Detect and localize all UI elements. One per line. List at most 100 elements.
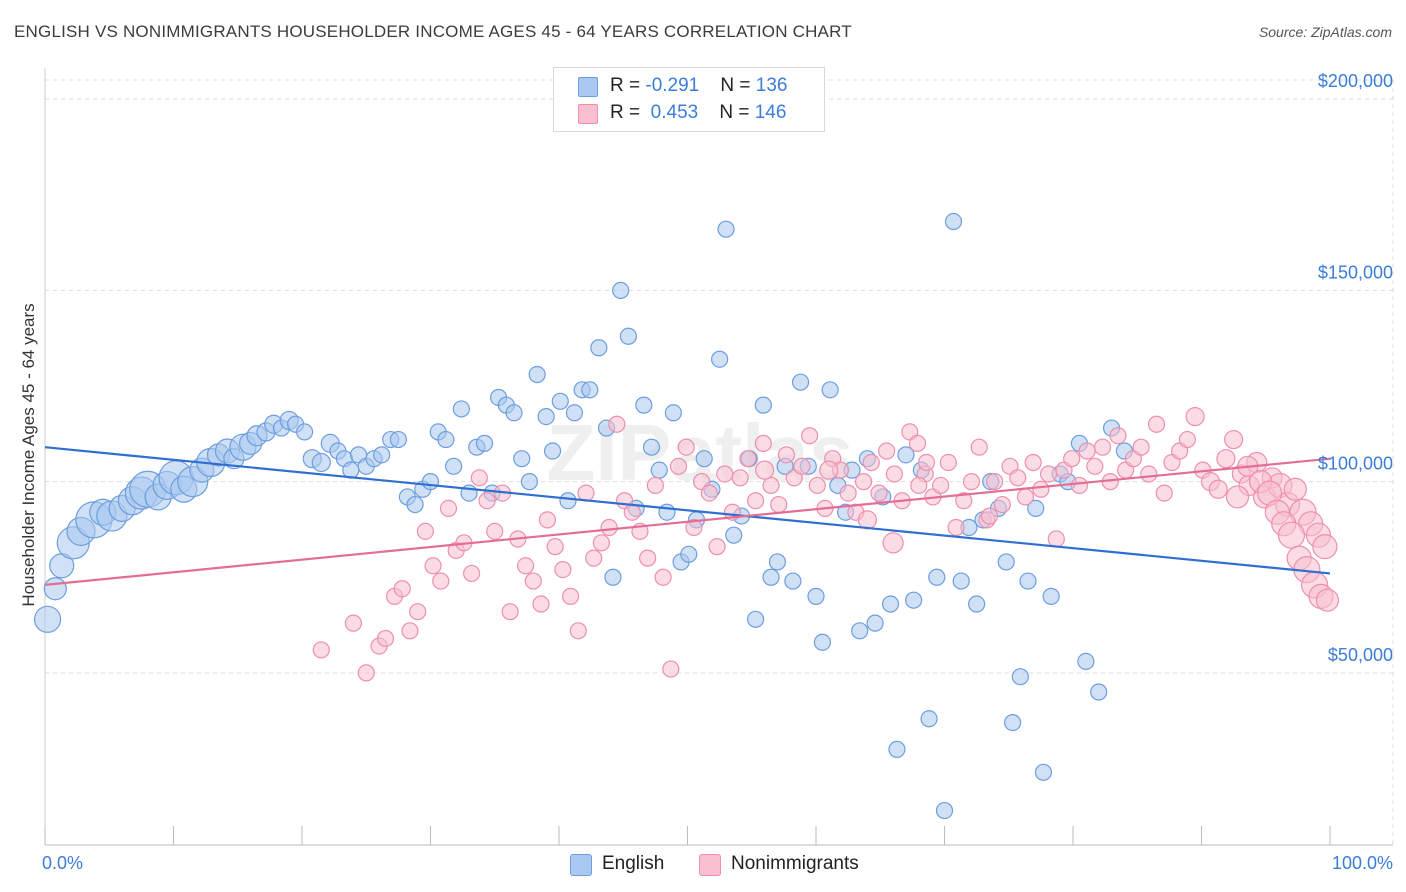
data-point — [513, 450, 531, 468]
n-value-english: 136 — [755, 75, 788, 96]
data-point — [1024, 453, 1042, 472]
data-point — [870, 484, 888, 502]
data-point — [475, 434, 494, 452]
data-point — [581, 381, 599, 399]
y-tick-label: $150,000 — [1318, 262, 1393, 282]
data-point — [604, 568, 622, 586]
data-point — [565, 404, 584, 422]
data-point — [650, 461, 668, 479]
data-point — [452, 400, 470, 418]
data-point — [1077, 652, 1095, 671]
data-point — [910, 476, 928, 495]
data-point — [754, 434, 772, 452]
data-point — [470, 469, 488, 487]
data-point — [1034, 763, 1053, 781]
data-point — [520, 473, 539, 491]
data-point — [1109, 427, 1127, 445]
data-point — [1004, 713, 1022, 732]
data-point — [1019, 572, 1037, 590]
data-point — [813, 633, 832, 651]
data-point — [654, 568, 672, 586]
r-label: R = — [610, 102, 646, 123]
data-point — [685, 518, 703, 537]
data-point — [554, 560, 572, 579]
data-point — [389, 430, 407, 449]
data-point — [669, 457, 688, 475]
data-point — [854, 473, 873, 491]
data-point — [445, 457, 463, 475]
data-point — [608, 415, 626, 433]
data-point — [1132, 438, 1150, 456]
data-point — [1277, 521, 1306, 549]
data-point — [421, 473, 440, 491]
legend-label-english: English — [602, 853, 665, 874]
data-point — [551, 392, 569, 410]
data-point — [897, 446, 915, 464]
data-point — [1147, 415, 1166, 433]
data-point — [935, 801, 954, 820]
data-point — [1315, 588, 1340, 612]
english-swatch — [570, 854, 592, 876]
trendlines — [44, 446, 1331, 586]
data-point — [807, 587, 825, 605]
data-point — [866, 614, 884, 632]
data-point — [537, 408, 555, 426]
data-point — [662, 660, 680, 678]
data-point — [770, 495, 788, 514]
data-point — [416, 522, 434, 540]
y-tick-label: $100,000 — [1318, 454, 1393, 474]
data-point — [762, 568, 780, 586]
data-point — [478, 492, 496, 510]
data-point — [1225, 485, 1250, 509]
data-point — [1078, 442, 1096, 460]
data-point — [1283, 477, 1307, 501]
data-point — [747, 610, 765, 628]
data-point — [543, 442, 562, 460]
data-point — [997, 553, 1015, 571]
data-point — [932, 476, 950, 495]
data-point — [968, 595, 986, 613]
data-point — [1185, 407, 1205, 427]
data-point — [1039, 465, 1058, 483]
n-label: N = — [720, 75, 756, 96]
data-point — [947, 518, 965, 537]
english-swatch — [578, 77, 598, 97]
data-point — [986, 473, 1004, 491]
data-point — [1208, 479, 1228, 499]
data-point — [357, 664, 375, 682]
data-point — [373, 446, 391, 464]
data-point — [590, 339, 608, 357]
data-point — [700, 484, 718, 502]
data-point — [821, 381, 839, 399]
data-point — [1224, 429, 1244, 450]
data-point — [980, 507, 999, 525]
data-point — [312, 641, 330, 659]
data-point — [928, 568, 946, 586]
data-point — [516, 557, 535, 575]
data-point — [424, 557, 442, 575]
source-label: Source: ZipAtlas.com — [1258, 24, 1392, 40]
nonimmigrants-swatch — [699, 854, 721, 876]
data-point — [524, 572, 542, 590]
y-axis-label: Householder Income Ages 45 - 64 years — [19, 303, 38, 606]
data-point — [939, 453, 957, 472]
n-label: N = — [719, 102, 755, 123]
data-point — [376, 629, 395, 648]
data-point — [791, 373, 810, 391]
data-point — [944, 212, 963, 231]
data-point — [1178, 430, 1196, 449]
data-point — [680, 545, 698, 563]
data-point — [1016, 488, 1035, 506]
x-tick-label: 0.0% — [42, 853, 83, 873]
data-point — [1086, 457, 1104, 475]
data-point — [754, 396, 772, 414]
data-point — [1027, 499, 1045, 517]
data-point — [1063, 450, 1081, 468]
data-point — [784, 572, 802, 590]
data-point — [619, 327, 637, 345]
data-point — [463, 564, 481, 583]
data-point — [612, 281, 630, 299]
tick-labels: $50,000 $100,000 $150,000 $200,000 0.0% 100.0… — [42, 71, 1393, 873]
data-point — [43, 577, 67, 601]
